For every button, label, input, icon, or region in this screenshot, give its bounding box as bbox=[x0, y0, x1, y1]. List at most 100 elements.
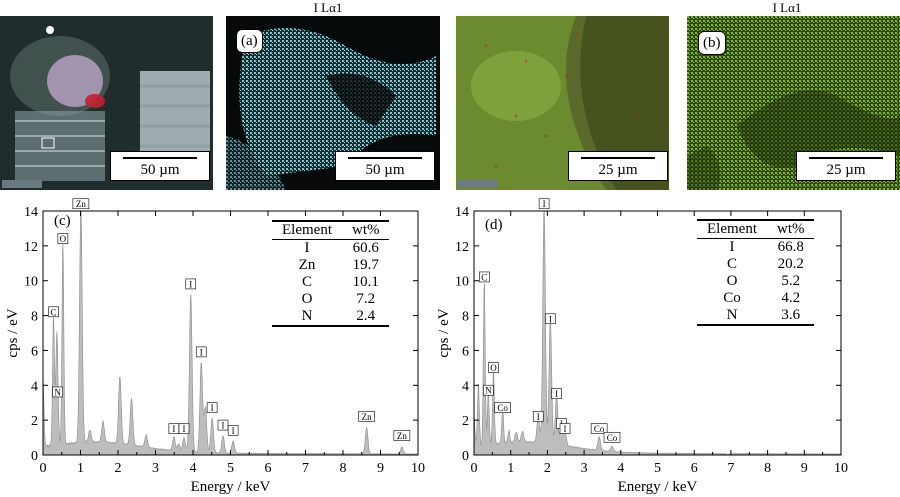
x-tick-label: 3 bbox=[152, 461, 159, 476]
peak-label-box bbox=[185, 278, 197, 290]
scalebar-2-label: 50 µm bbox=[365, 162, 405, 178]
peak-label-text: Zn bbox=[397, 431, 407, 441]
y-tick-label: 14 bbox=[455, 205, 469, 220]
table-row: I 60.6 bbox=[272, 240, 389, 258]
peak-label-text: I bbox=[200, 347, 203, 357]
peak-label: I bbox=[178, 423, 190, 434]
peak-label-text: Zn bbox=[76, 199, 86, 209]
x-tick-label: 8 bbox=[764, 461, 771, 476]
peak-label-text: N bbox=[54, 387, 61, 397]
x-tick-label: 5 bbox=[227, 461, 234, 476]
peak-label-box bbox=[551, 388, 562, 400]
table-row: N 2.4 bbox=[272, 308, 390, 326]
table-row: O 5.2 bbox=[697, 273, 814, 290]
table-c-el: O bbox=[301, 291, 313, 307]
y-tick-label: 6 bbox=[462, 344, 469, 359]
sem-image-1 bbox=[0, 16, 213, 190]
table-row: C 20.2 bbox=[697, 256, 814, 273]
peak-label-box bbox=[206, 402, 218, 413]
x-tick-label: 9 bbox=[801, 461, 808, 476]
y-tick-label: 10 bbox=[455, 275, 469, 290]
table-d-header-element: Element bbox=[707, 221, 757, 237]
x-tick-label: 6 bbox=[691, 461, 698, 476]
y-tick-label: 4 bbox=[31, 379, 38, 394]
scalebar-2: 50 µm bbox=[335, 151, 435, 181]
peak-label-text: C bbox=[50, 307, 56, 317]
x-tick-label: 7 bbox=[727, 461, 734, 476]
peak-label: I bbox=[217, 419, 229, 431]
peak-label-text: I bbox=[537, 412, 540, 422]
peak-label: Co bbox=[590, 423, 608, 434]
peak-label: I bbox=[195, 346, 207, 357]
peak-label-box bbox=[538, 198, 550, 210]
table-d-el: C bbox=[726, 256, 737, 272]
peak-label: Zn bbox=[393, 430, 411, 441]
peak-label-text: I bbox=[222, 421, 225, 431]
x-tick-label: 1 bbox=[507, 461, 514, 476]
peak-label-box bbox=[532, 411, 544, 422]
peak-label: I bbox=[206, 402, 218, 413]
x-tick-label: 10 bbox=[834, 461, 848, 476]
peak-label: C bbox=[478, 271, 490, 282]
peak-label-text: I bbox=[211, 403, 214, 413]
table-row: C 10.1 bbox=[272, 274, 389, 291]
y-tick-label: 2 bbox=[462, 414, 469, 429]
table-c-wt: 19.7 bbox=[352, 257, 379, 273]
peak-label-text: Co bbox=[607, 433, 618, 443]
x-tick-label: 0 bbox=[40, 461, 47, 476]
scalebar-3-label: 25 µm bbox=[598, 162, 638, 178]
peak-label: O bbox=[488, 362, 499, 373]
scalebar-4: 25 µm bbox=[796, 151, 896, 181]
table-c-wt: 7.2 bbox=[356, 291, 376, 307]
table-d-wt: 4.2 bbox=[781, 290, 801, 306]
scalebar-1: 50 µm bbox=[110, 151, 210, 181]
y-tick-label: 2 bbox=[31, 414, 38, 429]
table-d-wt: 3.6 bbox=[781, 307, 801, 323]
panel-label-b: (b) bbox=[698, 31, 726, 55]
table-c-header-wt: wt% bbox=[351, 222, 380, 238]
peak-label: O bbox=[57, 233, 69, 244]
peak-label-box bbox=[559, 423, 571, 434]
table-d-wt: 5.2 bbox=[781, 273, 801, 289]
x-tick-label: 9 bbox=[377, 461, 384, 476]
peak-label-box bbox=[603, 431, 621, 443]
y-tick-label: 10 bbox=[24, 275, 38, 290]
table-c-el: Zn bbox=[298, 257, 316, 273]
peak-label: I bbox=[551, 388, 562, 400]
peak-label-box bbox=[227, 425, 239, 436]
micrograph-sem-2 bbox=[456, 16, 669, 190]
peak-label-text: N bbox=[485, 386, 492, 396]
table-row: Co 4.2 bbox=[697, 290, 814, 307]
peak-label-text: I bbox=[189, 279, 192, 289]
peak-label-text: C bbox=[481, 272, 487, 282]
table-d-wt: 20.2 bbox=[777, 256, 804, 272]
y-tick-label: 0 bbox=[31, 449, 38, 464]
peak-label-box bbox=[488, 362, 499, 373]
table-d-el: Co bbox=[723, 290, 741, 306]
peak-label-text: I bbox=[549, 314, 552, 324]
x-tick-label: 5 bbox=[654, 461, 661, 476]
peak-label-text: I bbox=[564, 424, 567, 434]
iodine-map-a-image bbox=[226, 16, 440, 190]
peak-label: Co bbox=[603, 431, 621, 443]
peak-label-text: O bbox=[490, 363, 497, 373]
panel-title-b: I Lα1 bbox=[772, 0, 802, 15]
table-d-header-wt: wt% bbox=[776, 221, 805, 237]
table-c-wt: 2.4 bbox=[356, 308, 376, 324]
peak-label-box bbox=[590, 423, 608, 434]
y-tick-label: 12 bbox=[24, 240, 38, 255]
table-d-wt: 66.8 bbox=[777, 239, 804, 255]
table-d-el: I bbox=[729, 239, 735, 255]
peak-label-text: O bbox=[60, 234, 67, 244]
peak-label-text: Co bbox=[594, 424, 605, 434]
table-d-el: N bbox=[726, 307, 738, 323]
peak-label-text: Zn bbox=[362, 412, 372, 422]
table-c-wt: 10.1 bbox=[352, 274, 379, 290]
table-row: O 7.2 bbox=[272, 291, 389, 308]
peak-label-box bbox=[57, 233, 69, 244]
panel-label-c: (c) bbox=[54, 213, 71, 229]
peak-label-box bbox=[483, 384, 494, 396]
x-tick-label: 8 bbox=[340, 461, 347, 476]
